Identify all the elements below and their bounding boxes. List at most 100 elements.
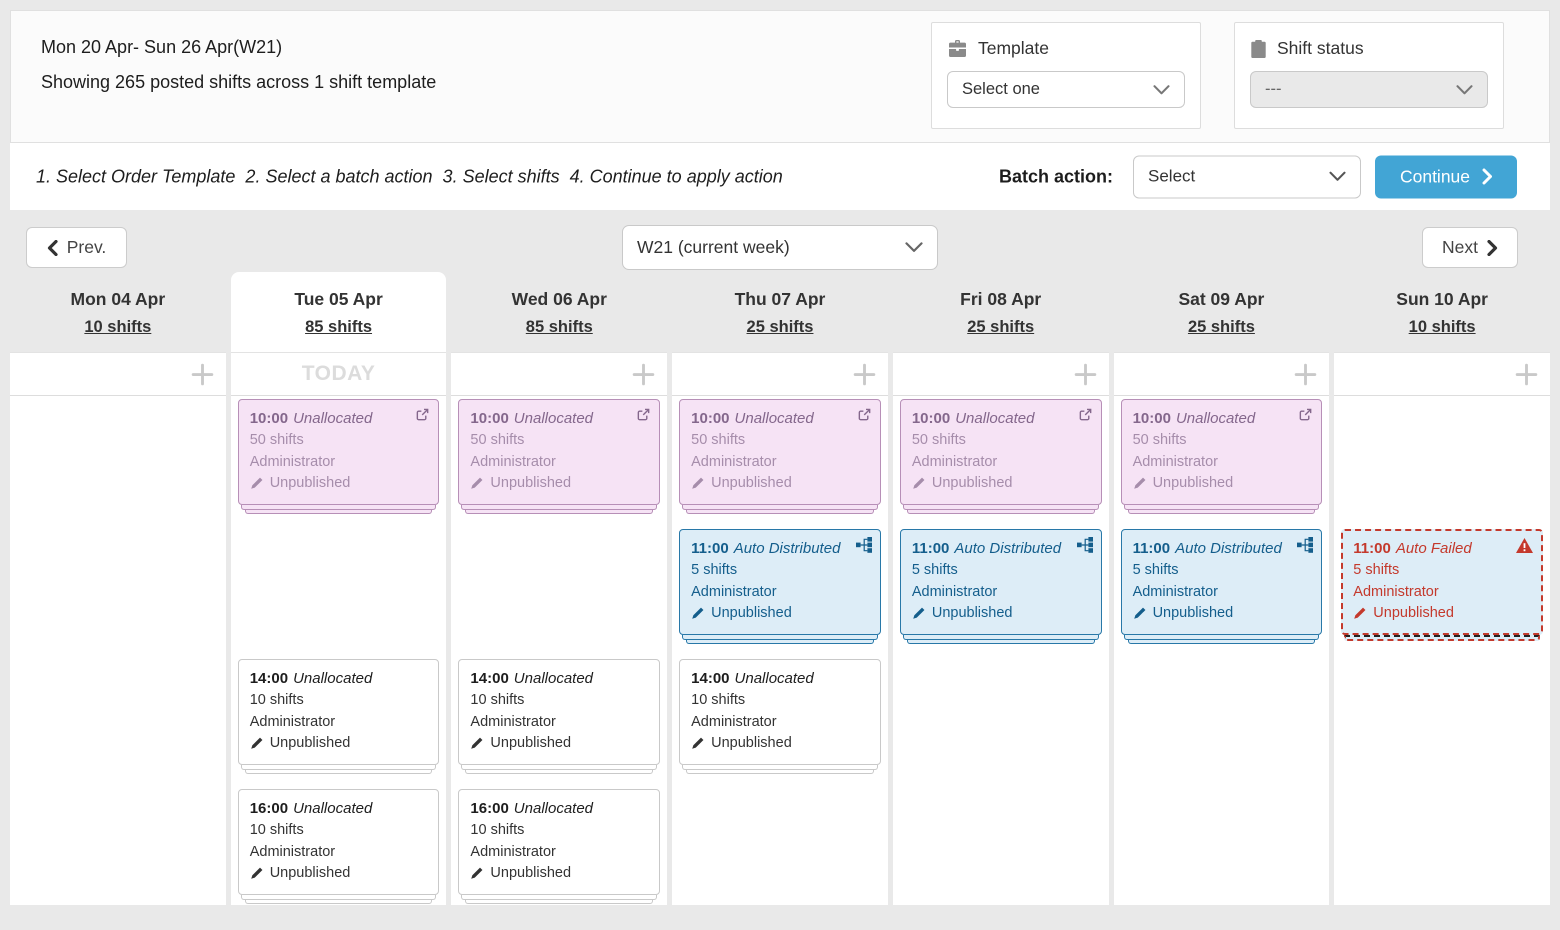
template-label: Template — [978, 38, 1050, 58]
card-stack — [902, 634, 1099, 640]
shift-card[interactable]: 16:00 Unallocated 10 shifts Administrator Un… — [237, 789, 440, 904]
clipboard-icon — [1251, 39, 1266, 58]
external-link-icon[interactable] — [1078, 407, 1093, 422]
external-link-icon[interactable] — [636, 407, 651, 422]
card-corner-icon-slot — [1298, 407, 1313, 427]
card-status-text: Unpublished — [490, 475, 572, 491]
continue-button[interactable]: Continue — [1375, 155, 1517, 198]
template-select[interactable]: Select one — [947, 71, 1185, 108]
card-status-text: Unpublished — [711, 605, 792, 621]
shift-card-body: 10:00 Unallocated 50 shifts Administrator Un… — [1120, 399, 1323, 505]
card-status-text: Unpublished — [711, 475, 792, 491]
day-cards-area: 11:00 Auto Failed 5 shifts Administrator Unp… — [1334, 397, 1550, 905]
shift-card[interactable]: 10:00 Unallocated 50 shifts Administrator Un… — [1120, 399, 1323, 514]
card-shift-count: 50 shifts — [911, 432, 966, 448]
chevron-down-icon — [1153, 84, 1170, 94]
shift-card[interactable]: 14:00 Unallocated 10 shifts Administrator Un… — [679, 659, 881, 774]
shift-card-body: 16:00 Unallocated 10 shifts Administrator Un… — [237, 789, 440, 895]
card-stack — [902, 504, 1099, 510]
card-stack — [1127, 639, 1316, 644]
shift-card[interactable]: 10:00 Unallocated 50 shifts Administrator Un… — [899, 399, 1102, 514]
day-cards-area: 10:00 Unallocated 50 shifts Administrator Un… — [893, 397, 1109, 905]
pencil-icon — [471, 737, 483, 750]
shift-card[interactable]: 11:00 Auto Distributed 5 shifts Administrat… — [1120, 529, 1323, 644]
shift-card[interactable]: 16:00 Unallocated 10 shifts Administrator Un… — [458, 789, 661, 904]
today-label: TODAY — [301, 362, 376, 385]
add-shift-button[interactable] — [1515, 363, 1538, 386]
day-header: Fri 08 Apr 25 shifts — [893, 272, 1109, 352]
pencil-icon — [692, 477, 704, 490]
add-shift-button[interactable] — [1074, 363, 1097, 386]
shift-status-select-value: --- — [1265, 80, 1282, 98]
shift-card[interactable]: 14:00 Unallocated 10 shifts Administrator Un… — [458, 659, 661, 774]
card-type: Unallocated — [734, 410, 814, 427]
card-stack — [244, 509, 433, 514]
card-time: 11:00 — [1132, 540, 1171, 557]
card-status: Unpublished — [470, 733, 648, 755]
add-shift-button[interactable] — [1294, 363, 1317, 386]
day-shift-count-link[interactable]: 85 shifts — [305, 318, 373, 336]
shift-card[interactable]: 14:00 Unallocated 10 shifts Administrator Un… — [237, 659, 440, 774]
card-title: 11:00 Auto Failed — [1353, 538, 1531, 560]
day-shift-count-link[interactable]: 10 shifts — [1408, 318, 1476, 336]
card-status-text: Unpublished — [711, 735, 792, 751]
card-status-text: Unpublished — [931, 475, 1013, 491]
day-add-row — [10, 353, 226, 396]
shift-card[interactable]: 11:00 Auto Failed 5 shifts Administrator Unp… — [1341, 529, 1543, 641]
add-shift-button[interactable] — [853, 363, 876, 386]
card-owner: Administrator — [691, 713, 777, 730]
shift-status-select[interactable]: --- — [1250, 71, 1488, 108]
day-cards-area: 10:00 Unallocated 50 shifts Administrator Un… — [231, 397, 447, 905]
card-owner: Administrator — [470, 843, 556, 860]
card-title: 10:00 Unallocated — [250, 408, 428, 430]
prev-week-button[interactable]: Prev. — [26, 227, 127, 268]
day-shift-count-link[interactable]: 25 shifts — [1187, 318, 1255, 336]
external-link-icon[interactable] — [857, 407, 872, 422]
card-shift-count: 50 shifts — [470, 432, 525, 448]
card-stack — [244, 899, 433, 904]
card-shift-count: 10 shifts — [691, 692, 746, 708]
day-cards-area: 10:00 Unallocated 50 shifts Administrator Un… — [1114, 397, 1330, 905]
week-select[interactable]: W21 (current week) — [622, 225, 938, 270]
add-shift-button[interactable] — [632, 363, 655, 386]
day-column: 10:00 Unallocated 50 shifts Administrator Un… — [672, 352, 888, 905]
card-stack — [686, 769, 874, 774]
external-link-icon[interactable] — [415, 407, 430, 422]
card-stack — [1123, 504, 1320, 510]
card-stack — [682, 764, 878, 770]
shift-card-body: 11:00 Auto Distributed 5 shifts Administrat… — [679, 529, 881, 635]
day-add-row — [892, 353, 1109, 396]
card-status: Unpublished — [691, 473, 869, 495]
batch-action-bar: 1. Select Order Template 2. Select a bat… — [10, 143, 1550, 210]
card-type: Unallocated — [955, 410, 1035, 427]
shift-card[interactable]: 11:00 Auto Distributed 5 shifts Administrat… — [899, 529, 1102, 644]
card-shift-count: 10 shifts — [249, 822, 304, 838]
day-column: 10:00 Unallocated 50 shifts Administrator Un… — [451, 352, 668, 905]
next-week-button[interactable]: Next — [1422, 227, 1518, 268]
day-shift-count-link[interactable]: 10 shifts — [84, 318, 152, 336]
card-title: 10:00 Unallocated — [470, 408, 648, 430]
card-status: Unpublished — [1133, 473, 1311, 495]
shift-card[interactable]: 10:00 Unallocated 50 shifts Administrator Un… — [237, 399, 440, 514]
card-type: Unallocated — [293, 410, 373, 427]
card-title: 10:00 Unallocated — [1133, 408, 1311, 430]
card-status: Unpublished — [912, 473, 1090, 495]
shift-card[interactable]: 10:00 Unallocated 50 shifts Administrator Un… — [458, 399, 661, 514]
next-week-label: Next — [1442, 237, 1478, 257]
shift-card[interactable]: 10:00 Unallocated 50 shifts Administrator Un… — [679, 399, 881, 514]
day-shift-count-link[interactable]: 85 shifts — [525, 318, 593, 336]
day-shift-count-link[interactable]: 25 shifts — [746, 318, 814, 336]
shift-card[interactable]: 11:00 Auto Distributed 5 shifts Administrat… — [679, 529, 881, 644]
shift-card-body: 10:00 Unallocated 50 shifts Administrator Un… — [458, 399, 661, 505]
week-select-value: W21 (current week) — [637, 237, 790, 257]
batch-action-controls: Batch action: Select Continue — [999, 155, 1517, 198]
card-stack — [465, 769, 654, 774]
day-shift-count-link[interactable]: 25 shifts — [967, 318, 1035, 336]
card-time: 14:00 — [691, 670, 730, 687]
day-cards-area: 10:00 Unallocated 50 shifts Administrator Un… — [451, 397, 667, 905]
add-shift-button[interactable] — [191, 363, 214, 386]
external-link-icon[interactable] — [1298, 407, 1313, 422]
batch-action-select[interactable]: Select — [1133, 155, 1361, 198]
day-header: Thu 07 Apr 25 shifts — [672, 272, 888, 352]
pencil-icon — [250, 867, 263, 880]
